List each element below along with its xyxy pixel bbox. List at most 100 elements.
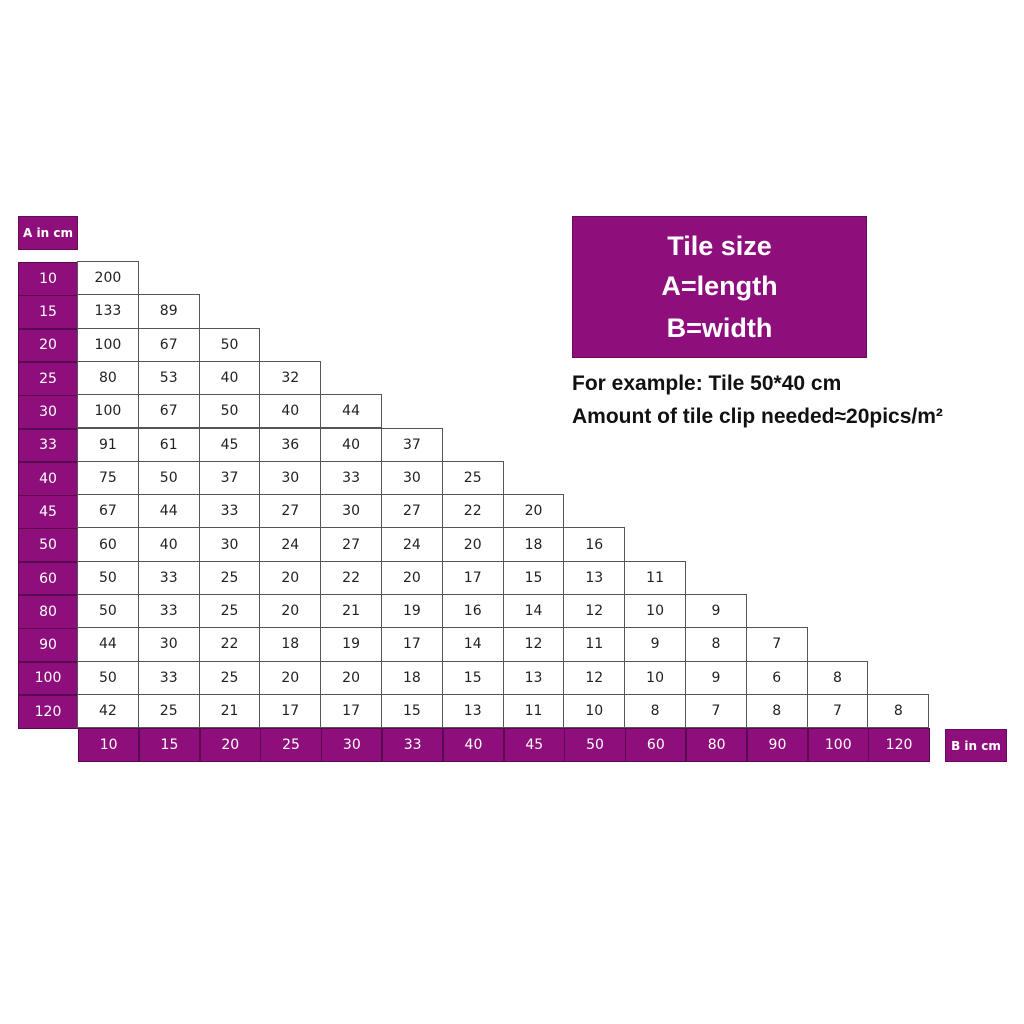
table-cell: 25	[198, 660, 261, 695]
table-cell: 10	[563, 693, 626, 729]
col-axis-label: B in cm	[945, 729, 1007, 762]
table-cell: 22	[441, 494, 504, 529]
table-cell: 30	[381, 460, 443, 496]
row-header: 30	[18, 395, 78, 429]
row-header: 25	[18, 361, 78, 396]
table-cell: 6	[745, 660, 808, 695]
table-cell: 20	[381, 560, 443, 595]
table-cell: 15	[441, 660, 504, 695]
table-cell: 30	[198, 527, 261, 562]
table-cell: 50	[137, 460, 200, 496]
table-cell: 7	[745, 627, 808, 662]
table-cell: 200	[77, 261, 139, 296]
table-cell: 21	[320, 594, 382, 629]
table-cell: 13	[563, 560, 626, 595]
table-cell: 9	[685, 594, 747, 629]
table-cell: 20	[259, 660, 322, 695]
table-cell: 50	[77, 594, 139, 629]
table-cell: 19	[381, 594, 443, 629]
tile-size-legend: Tile size A=length B=width	[572, 216, 867, 358]
table-cell: 80	[77, 360, 139, 396]
table-cell: 20	[259, 560, 322, 595]
table-cell: 75	[77, 460, 139, 496]
table-cell: 40	[320, 427, 382, 462]
table-cell: 32	[259, 360, 322, 396]
row-header: 100	[18, 661, 78, 696]
table-cell: 37	[198, 460, 261, 496]
table-cell: 7	[806, 693, 869, 729]
table-cell: 12	[563, 660, 626, 695]
amount-text: Amount of tile clip needed≈20pics/m²	[572, 405, 943, 428]
legend-line-a: A=length	[661, 271, 778, 301]
table-cell: 18	[502, 527, 565, 562]
table-cell: 50	[198, 327, 261, 362]
table-cell: 7	[685, 693, 747, 729]
table-cell: 15	[502, 560, 565, 595]
table-cell: 17	[320, 693, 382, 729]
table-cell: 16	[563, 527, 626, 562]
table-cell: 12	[502, 627, 565, 662]
table-cell: 27	[381, 494, 443, 529]
col-header: 33	[382, 728, 444, 763]
table-cell: 40	[259, 394, 322, 429]
table-cell: 22	[198, 627, 261, 662]
table-cell: 30	[320, 494, 382, 529]
row-header: 120	[18, 694, 78, 729]
table-cell: 30	[259, 460, 322, 496]
table-cell: 8	[624, 693, 686, 729]
col-header: 45	[503, 728, 565, 763]
table-cell: 100	[77, 327, 139, 362]
col-header: 120	[868, 728, 930, 763]
table-cell: 24	[259, 527, 322, 562]
col-header: 100	[807, 728, 869, 763]
table-cell: 40	[198, 360, 261, 396]
table-cell: 13	[441, 693, 504, 729]
row-header: 33	[18, 428, 78, 463]
col-header: 15	[138, 728, 201, 763]
row-header: 10	[18, 262, 78, 296]
table-cell: 27	[320, 527, 382, 562]
table-cell: 44	[137, 494, 200, 529]
col-header: 60	[625, 728, 687, 763]
table-cell: 44	[77, 627, 139, 662]
row-header: 45	[18, 495, 78, 529]
row-header: 20	[18, 328, 78, 363]
table-cell: 8	[745, 693, 808, 729]
table-cell: 40	[137, 527, 200, 562]
table-cell: 22	[320, 560, 382, 595]
table-cell: 37	[381, 427, 443, 462]
table-cell: 61	[137, 427, 200, 462]
table-cell: 60	[77, 527, 139, 562]
table-cell: 17	[381, 627, 443, 662]
table-cell: 11	[624, 560, 686, 595]
table-cell: 11	[502, 693, 565, 729]
table-cell: 8	[685, 627, 747, 662]
table-cell: 50	[198, 394, 261, 429]
table-cell: 20	[502, 494, 565, 529]
table-cell: 20	[320, 660, 382, 695]
col-header: 50	[564, 728, 626, 763]
table-cell: 20	[441, 527, 504, 562]
row-header: 90	[18, 628, 78, 663]
table-cell: 67	[137, 394, 200, 429]
table-cell: 18	[259, 627, 322, 662]
table-cell: 25	[198, 594, 261, 629]
table-cell: 133	[77, 294, 139, 329]
table-cell: 27	[259, 494, 322, 529]
col-header: 30	[321, 728, 383, 763]
table-cell: 15	[381, 693, 443, 729]
table-cell: 36	[259, 427, 322, 462]
table-cell: 25	[441, 460, 504, 496]
example-text: For example: Tile 50*40 cm	[572, 372, 842, 395]
table-cell: 11	[563, 627, 626, 662]
table-cell: 67	[137, 327, 200, 362]
table-cell: 17	[441, 560, 504, 595]
legend-title: Tile size	[667, 231, 772, 261]
row-header: 60	[18, 561, 78, 596]
table-cell: 21	[198, 693, 261, 729]
table-cell: 33	[198, 494, 261, 529]
table-cell: 50	[77, 560, 139, 595]
row-header: 40	[18, 461, 78, 496]
table-cell: 33	[137, 560, 200, 595]
table-cell: 9	[624, 627, 686, 662]
